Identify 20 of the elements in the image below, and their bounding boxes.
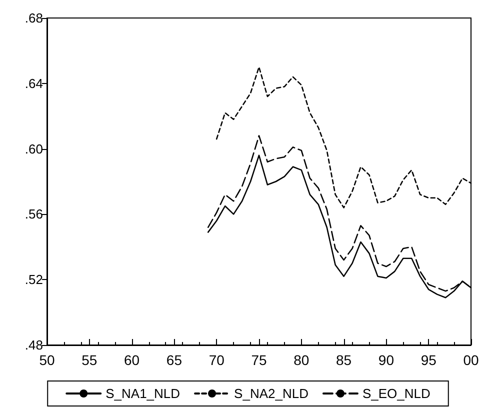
x-tick-label: 70	[208, 352, 225, 368]
x-tick-label: 80	[294, 352, 310, 368]
x-tick-label: 95	[420, 352, 437, 368]
x-tick-label: 65	[166, 352, 182, 368]
y-tick-label: .60	[24, 141, 43, 156]
y-tick-label: .52	[24, 272, 43, 288]
legend-label: S_NA2_NLD	[234, 386, 308, 401]
legend-label: S_EO_NLD	[362, 386, 430, 401]
x-tick-label: 85	[336, 352, 352, 368]
x-tick-label: 75	[251, 352, 267, 368]
x-tick-label: 55	[82, 352, 98, 368]
y-tick-label: .68	[24, 10, 43, 26]
x-tick-label: 60	[124, 352, 140, 368]
legend-label: S_NA1_NLD	[106, 386, 180, 401]
y-tick-label: .48	[24, 338, 43, 352]
x-tick-label: 50	[39, 352, 55, 368]
x-tick-label: 00	[463, 352, 479, 368]
y-tick-label: .64	[24, 76, 43, 91]
y-tick-label: .56	[24, 206, 43, 222]
x-tick-label: 90	[378, 352, 394, 368]
